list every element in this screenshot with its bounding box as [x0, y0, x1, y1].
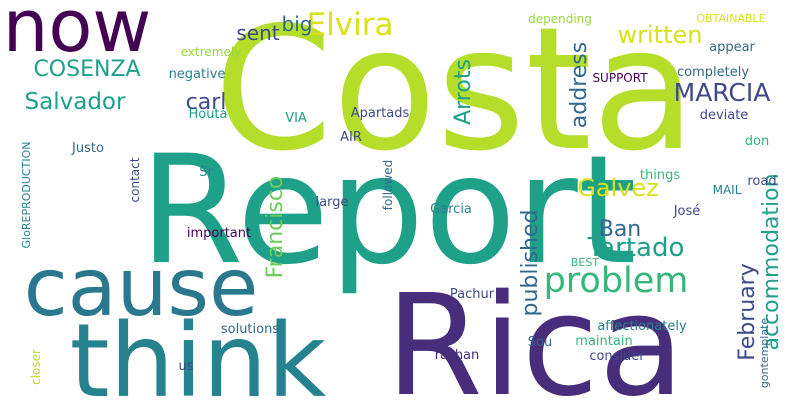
word-important: important — [187, 226, 251, 241]
word-costa: Costa — [214, 0, 696, 189]
word-big: big — [282, 12, 313, 36]
word-completely: completely — [677, 65, 749, 80]
word-negative: negative — [169, 67, 226, 82]
word-rashan: rashan — [435, 348, 480, 363]
word-salvador: Salvador — [25, 89, 126, 115]
word-arrots: Arrots — [451, 59, 476, 125]
word-cause: cause — [24, 241, 259, 334]
word-depending: depending — [528, 12, 592, 26]
word-garcia: Garcia — [430, 202, 472, 217]
word-consider: consider — [589, 349, 645, 364]
word-air: AIR — [340, 130, 362, 145]
word-written: written — [618, 21, 703, 49]
word-tartado: Tartado — [587, 233, 685, 263]
word-jose: José — [673, 204, 701, 219]
word-cosenza: COSENZA — [33, 57, 140, 82]
word-marcia: MARCIA — [674, 78, 771, 107]
word-address: address — [567, 42, 592, 128]
word-rica: Rica — [386, 265, 685, 405]
word-justo: Justo — [71, 141, 104, 156]
word-report: Report — [139, 124, 636, 298]
word-gontemplate: gontemplate — [758, 318, 771, 389]
word-solutions: solutions — [221, 322, 279, 337]
word-francisco: Francisco — [263, 176, 288, 279]
word-apartads: Apartads — [351, 106, 410, 121]
word-closer: closer — [29, 349, 43, 385]
word-extremely: extremely — [181, 45, 242, 59]
word-contact: contact — [128, 157, 142, 202]
word-us: us — [178, 359, 193, 374]
word-sou: Sou — [528, 335, 552, 350]
word-large: large — [316, 195, 349, 210]
word-mail: MAIL — [713, 183, 742, 197]
word-appear: appear — [709, 40, 755, 55]
word-galvez: Galvez — [577, 174, 659, 202]
word-pachur: Pachur — [450, 287, 495, 302]
word-obtainable: OBTAINABLE — [696, 12, 765, 25]
word-don: don — [745, 134, 769, 149]
word-gloreproduction: GloREPRODUCTION — [20, 142, 33, 249]
word-now: now — [3, 0, 152, 68]
word-best: BEST — [571, 256, 599, 269]
word-things: things — [640, 168, 680, 183]
word-problem: problem — [544, 261, 689, 301]
word-published: published — [518, 209, 543, 316]
word-support: SUPPORT — [592, 71, 648, 85]
word-affectionately: affectionately — [597, 319, 687, 334]
word-deviate: deviate — [700, 108, 749, 123]
word-followed: followed — [381, 160, 395, 210]
word-february: February — [735, 263, 760, 361]
word-maintain: maintain — [575, 334, 632, 349]
word-houta: Houta — [188, 107, 227, 122]
word-road: road — [747, 174, 776, 189]
word-carl: carl — [186, 90, 227, 115]
word-ban: Ban — [599, 217, 642, 242]
word-sr: Sr — [199, 165, 213, 180]
word-via: VIA — [285, 111, 307, 126]
word-elvira: Elvira — [307, 7, 394, 43]
word-accommodation: accommodation — [759, 173, 784, 350]
word-sent: sent — [236, 21, 279, 45]
word-think: think — [70, 302, 327, 405]
